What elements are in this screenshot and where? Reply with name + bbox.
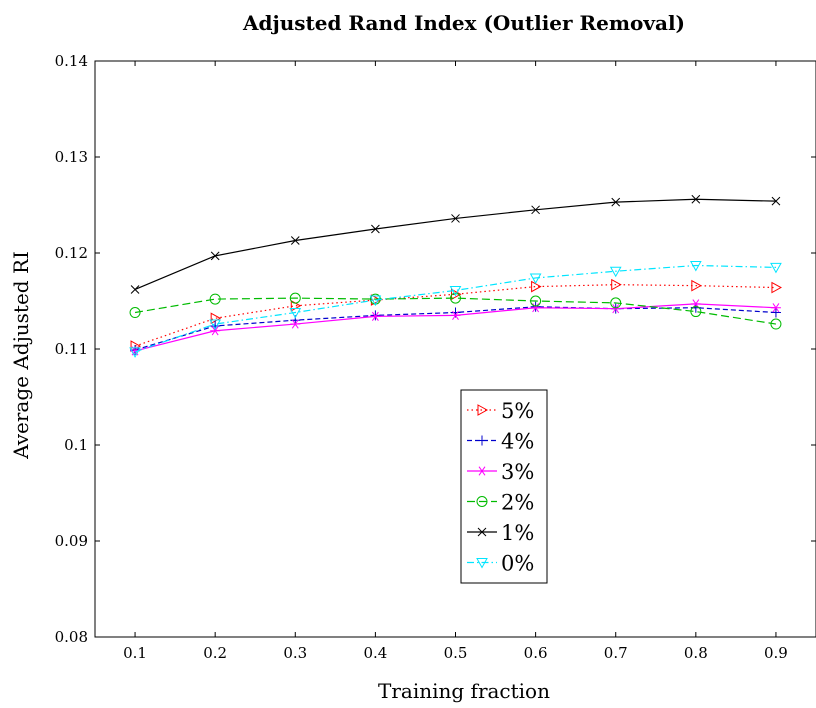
legend-label: 5%	[501, 399, 534, 423]
y-axis-title: Average Adjusted RI	[9, 251, 33, 460]
legend-item: 2%	[467, 491, 534, 515]
data-point	[371, 224, 380, 234]
data-point	[210, 326, 221, 336]
data-point	[530, 301, 541, 312]
y-tick-label: 0.08	[55, 628, 88, 646]
data-point	[129, 307, 141, 319]
series-5	[129, 260, 782, 358]
data-point	[209, 293, 221, 305]
data-point	[450, 310, 461, 320]
legend-box	[460, 389, 548, 584]
series-2	[130, 299, 781, 356]
data-point	[130, 285, 140, 294]
data-point	[450, 292, 461, 304]
data-point	[451, 288, 462, 301]
data-point	[449, 285, 462, 297]
x-tick-label: 0.3	[283, 644, 307, 662]
legend-item: 4%	[467, 430, 534, 454]
x-tick-label: 0.5	[444, 644, 468, 662]
chart-title: Adjusted Rand Index (Outlier Removal)	[242, 11, 685, 35]
y-tick-label: 0.09	[55, 532, 88, 550]
data-point	[530, 303, 541, 313]
x-tick-label: 0.2	[203, 644, 227, 662]
series-4	[130, 194, 781, 294]
series-line	[134, 264, 776, 353]
data-point	[609, 266, 622, 278]
data-point	[611, 278, 622, 291]
x-tick-label: 0.1	[123, 644, 147, 662]
data-point	[369, 295, 382, 307]
legend-label: 1%	[501, 521, 534, 545]
data-point	[770, 307, 781, 318]
series-1	[130, 301, 781, 355]
data-point	[770, 318, 782, 330]
axis-ticks: 0.1 0.2 0.3 0.4 0.5 0.6 0.7 0.8 0.9 0.08 0.09 0.1 0.…	[55, 52, 816, 662]
x-tick-label: 0.6	[524, 644, 548, 662]
data-point	[610, 297, 622, 309]
series-line	[134, 284, 776, 347]
data-point	[531, 205, 540, 215]
data-point	[611, 197, 621, 207]
x-tick-label: 0.8	[684, 644, 708, 662]
data-point	[129, 347, 141, 358]
x-axis-title: Training fraction	[378, 679, 550, 703]
y-tick-label: 0.13	[55, 148, 88, 166]
data-point	[771, 281, 782, 294]
legend-marker	[476, 496, 488, 507]
legend-label: 3%	[501, 460, 534, 484]
data-point	[689, 260, 702, 272]
data-point	[530, 295, 542, 307]
legend: 5% 4% 3% 2% 1% 0%	[460, 389, 548, 584]
legend-marker	[477, 404, 489, 416]
data-point	[771, 196, 781, 206]
y-tick-label: 0.1	[64, 436, 88, 454]
data-point	[529, 273, 542, 284]
legend-item: 0%	[467, 552, 534, 576]
y-tick-label: 0.11	[55, 340, 88, 358]
series-0	[130, 278, 782, 352]
data-point	[210, 251, 220, 261]
legend-label: 2%	[501, 491, 534, 515]
data-point	[690, 306, 702, 318]
data-point	[289, 292, 301, 304]
legend-item: 1%	[467, 521, 534, 545]
data-point	[770, 303, 781, 313]
x-tick-label: 0.9	[764, 644, 788, 662]
legend-item: 5%	[467, 399, 534, 423]
legend-marker	[477, 466, 487, 476]
data-point	[290, 319, 301, 329]
legend-item: 3%	[467, 460, 534, 484]
y-tick-label: 0.12	[55, 244, 88, 262]
legend-marker	[477, 527, 487, 537]
series-3	[129, 292, 782, 330]
legend-label: 4%	[501, 430, 534, 454]
x-tick-label: 0.7	[604, 644, 628, 662]
x-tick-label: 0.4	[363, 644, 387, 662]
data-point	[210, 312, 222, 325]
series-line	[134, 198, 776, 291]
plot-frame	[94, 60, 816, 638]
data-point	[289, 308, 302, 319]
data-point	[531, 280, 542, 293]
plot-area	[129, 194, 782, 358]
data-point	[610, 304, 621, 314]
data-point	[691, 194, 701, 204]
data-point	[451, 214, 460, 223]
data-point	[370, 294, 382, 306]
data-point	[370, 310, 381, 321]
data-point	[691, 279, 702, 292]
data-point	[290, 236, 300, 245]
legend-marker	[476, 558, 488, 569]
legend-marker	[477, 435, 487, 446]
legend-label: 0%	[501, 552, 534, 576]
series-line	[134, 297, 777, 325]
data-point	[770, 262, 782, 274]
data-point	[370, 311, 381, 321]
y-tick-label: 0.14	[55, 52, 88, 70]
data-point	[209, 319, 222, 331]
